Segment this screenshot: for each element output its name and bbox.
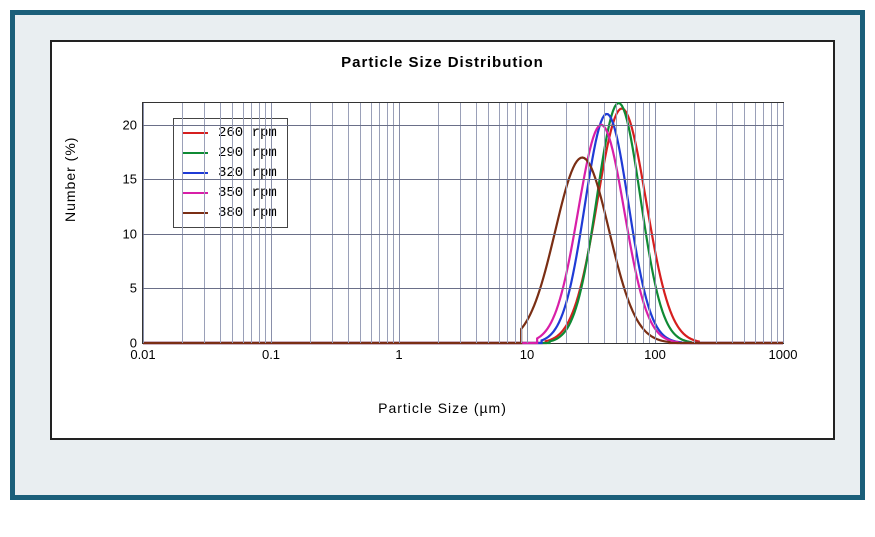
legend-label: 290 rpm: [218, 143, 277, 163]
grid-minor-v: [771, 103, 772, 343]
grid-minor-v: [387, 103, 388, 343]
grid-minor-v: [348, 103, 349, 343]
grid-minor-v: [643, 103, 644, 343]
grid-minor-v: [627, 103, 628, 343]
grid-minor-v: [310, 103, 311, 343]
grid-minor-v: [476, 103, 477, 343]
grid-h: [143, 234, 783, 235]
grid-major-v: [271, 103, 272, 343]
grid-minor-v: [360, 103, 361, 343]
x-tick-label: 1: [395, 343, 402, 362]
grid-minor-v: [182, 103, 183, 343]
grid-minor-v: [243, 103, 244, 343]
plot-area: 260 rpm290 rpm320 rpm350 rpm380 rpm 0.01…: [142, 102, 784, 344]
grid-minor-v: [604, 103, 605, 343]
grid-major-v: [783, 103, 784, 343]
y-tick-label: 5: [130, 281, 143, 296]
x-axis-label: Particle Size (µm): [52, 400, 833, 416]
grid-major-v: [143, 103, 144, 343]
chart-title: Particle Size Distribution: [52, 54, 833, 71]
grid-minor-v: [732, 103, 733, 343]
grid-major-v: [399, 103, 400, 343]
grid-minor-v: [438, 103, 439, 343]
x-tick-label: 100: [644, 343, 666, 362]
grid-minor-v: [232, 103, 233, 343]
grid-h: [143, 179, 783, 180]
legend-label: 380 rpm: [218, 203, 277, 223]
grid-minor-v: [566, 103, 567, 343]
legend-label: 260 rpm: [218, 123, 277, 143]
grid-minor-v: [744, 103, 745, 343]
grid-minor-v: [499, 103, 500, 343]
y-tick-label: 10: [123, 226, 143, 241]
grid-major-v: [527, 103, 528, 343]
grid-minor-v: [777, 103, 778, 343]
x-tick-label: 1000: [769, 343, 798, 362]
legend-item: 380 rpm: [182, 203, 277, 223]
grid-minor-v: [755, 103, 756, 343]
legend-item: 260 rpm: [182, 123, 277, 143]
grid-minor-v: [204, 103, 205, 343]
grid-minor-v: [616, 103, 617, 343]
grid-minor-v: [251, 103, 252, 343]
grid-minor-v: [507, 103, 508, 343]
grid-minor-v: [393, 103, 394, 343]
grid-minor-v: [635, 103, 636, 343]
x-tick-label: 10: [520, 343, 534, 362]
grid-minor-v: [460, 103, 461, 343]
grid-minor-v: [521, 103, 522, 343]
grid-minor-v: [694, 103, 695, 343]
grid-minor-v: [763, 103, 764, 343]
grid-h: [143, 125, 783, 126]
grid-h: [143, 288, 783, 289]
grid-major-v: [655, 103, 656, 343]
grid-minor-v: [488, 103, 489, 343]
x-tick-label: 0.1: [262, 343, 280, 362]
legend-item: 290 rpm: [182, 143, 277, 163]
y-tick-label: 15: [123, 172, 143, 187]
outer-frame: Particle Size Distribution Number (%) Pa…: [10, 10, 865, 500]
grid-minor-v: [515, 103, 516, 343]
grid-minor-v: [259, 103, 260, 343]
legend-item: 350 rpm: [182, 183, 277, 203]
grid-minor-v: [379, 103, 380, 343]
y-tick-label: 20: [123, 117, 143, 132]
y-axis-label: Number (%): [62, 137, 78, 222]
grid-minor-v: [332, 103, 333, 343]
chart-panel: Particle Size Distribution Number (%) Pa…: [50, 40, 835, 440]
grid-minor-v: [716, 103, 717, 343]
grid-minor-v: [649, 103, 650, 343]
grid-minor-v: [220, 103, 221, 343]
grid-minor-v: [265, 103, 266, 343]
grid-minor-v: [371, 103, 372, 343]
grid-minor-v: [588, 103, 589, 343]
y-tick-label: 0: [130, 336, 143, 351]
legend-label: 350 rpm: [218, 183, 277, 203]
